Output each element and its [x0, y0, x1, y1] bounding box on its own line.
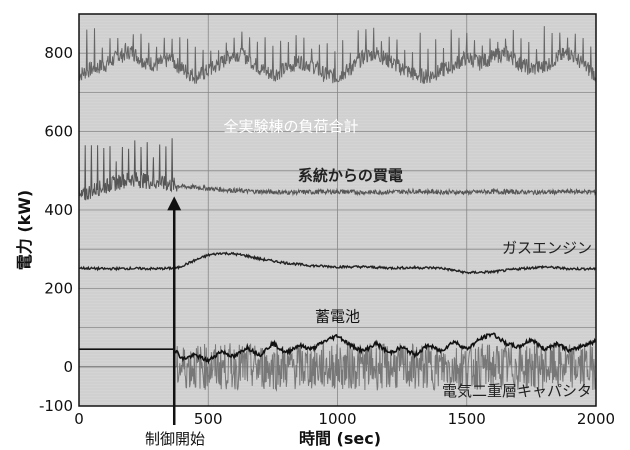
series-line-capacitor	[79, 342, 597, 392]
series-label: 全実験棟の負荷合計	[223, 118, 358, 136]
x-tick-label: 1500	[448, 410, 486, 428]
y-tick-label: -100	[39, 397, 73, 415]
series-line-gas-engine	[78, 251, 597, 275]
series-label: 蓄電池	[315, 308, 360, 326]
arrow-head	[167, 196, 182, 211]
y-tick-label: 400	[44, 201, 73, 219]
series-label: ガスエンジン	[502, 239, 592, 257]
series-line-load-total	[78, 26, 597, 84]
series-line-battery	[79, 332, 597, 365]
series-label: 電気二重層キャパシタ	[442, 382, 592, 400]
x-tick-label: 2000	[577, 410, 615, 428]
y-tick-label: 800	[44, 44, 73, 62]
y-tick-label: 600	[44, 123, 73, 141]
x-tick-label: 500	[194, 410, 223, 428]
plot-frame	[78, 13, 597, 407]
x-tick-label: 0	[74, 410, 84, 428]
x-axis-title: 時間 (sec)	[299, 429, 381, 448]
series-line-grid-purchase	[78, 138, 597, 201]
y-tick-label: 200	[44, 279, 73, 297]
series-layer	[78, 26, 597, 392]
grid-lines	[79, 14, 596, 406]
control-start-annotation: 制御開始	[145, 430, 205, 448]
x-tick-label: 1000	[318, 410, 356, 428]
y-tick-label: 0	[63, 358, 73, 376]
series-label: 系統からの買電	[298, 167, 403, 185]
y-axis-title: 電力 (kW)	[15, 190, 34, 271]
